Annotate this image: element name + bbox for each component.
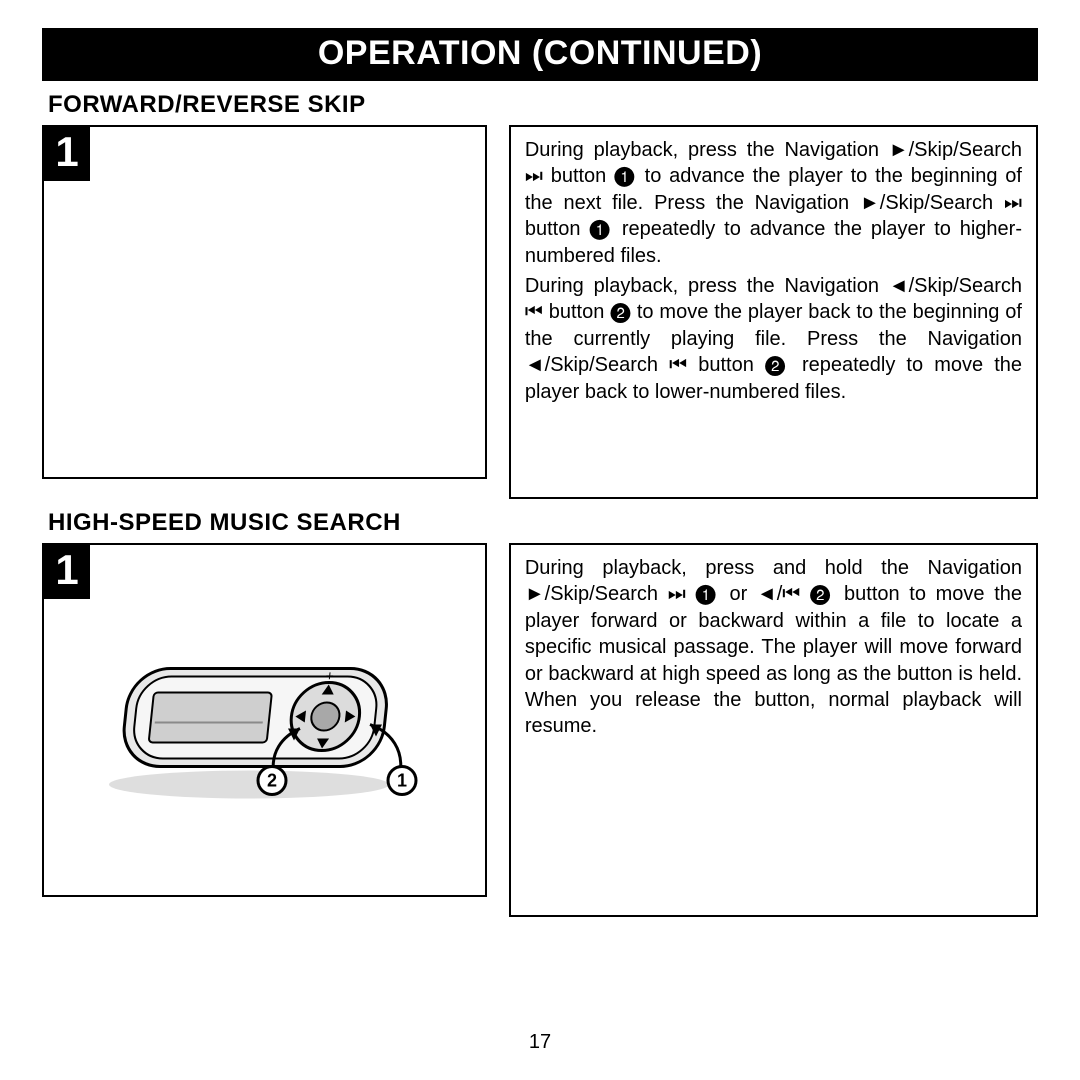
section-heading-1: FORWARD/REVERSE SKIP xyxy=(48,91,1038,119)
mp3-player-illustration: + – 2 1 xyxy=(94,635,434,820)
svg-text:+: + xyxy=(325,668,335,684)
page-title: OPERATION (CONTINUED) xyxy=(318,34,762,72)
section-1-para-2: During playback, press the Navigation ◄/… xyxy=(525,273,1022,405)
page-title-bar: OPERATION (CONTINUED) xyxy=(42,28,1038,81)
section-1-para-1: During playback, press the Navigation ►/… xyxy=(525,137,1022,269)
svg-text:2: 2 xyxy=(267,771,277,791)
section-2-para-1: During playback, press and hold the Navi… xyxy=(525,555,1022,740)
svg-text:1: 1 xyxy=(397,771,407,791)
manual-page: OPERATION (CONTINUED) FORWARD/REVERSE SK… xyxy=(0,0,1080,917)
section-heading-2: HIGH-SPEED MUSIC SEARCH xyxy=(48,509,1038,537)
section-1-figure-panel: 1 xyxy=(42,125,487,479)
section-2-figure-panel: 1 xyxy=(42,543,487,897)
section-1-text-panel: During playback, press the Navigation ►/… xyxy=(509,125,1038,499)
section-2-row: 1 xyxy=(42,543,1038,917)
step-badge-2: 1 xyxy=(44,545,90,599)
page-number: 17 xyxy=(0,1031,1080,1054)
section-1-row: 1 During playback, press the Navigation … xyxy=(42,125,1038,499)
section-2-text-panel: During playback, press and hold the Navi… xyxy=(509,543,1038,917)
step-badge-1: 1 xyxy=(44,127,90,181)
device-svg: + – 2 1 xyxy=(94,635,434,815)
